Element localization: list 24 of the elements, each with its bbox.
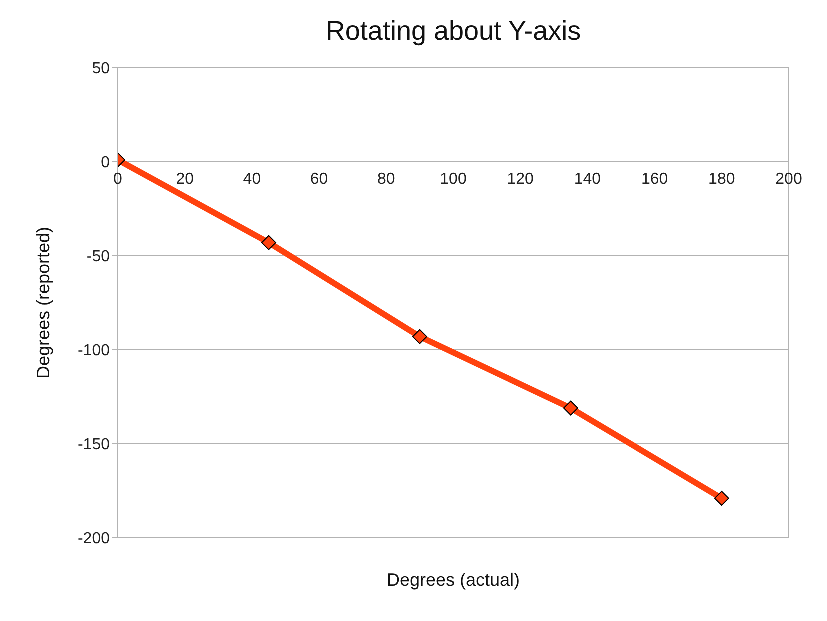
x-tick-label: 20 (176, 171, 194, 188)
point (412, 329, 428, 344)
y-tick-label: 0 (101, 154, 110, 172)
point (714, 491, 730, 506)
x-tick-label: 60 (310, 171, 328, 188)
x-tick-label: 0 (114, 171, 123, 188)
y-tick-label: -100 (78, 342, 110, 360)
y-axis-title: Degrees (reported) (33, 226, 54, 380)
x-tick-label: 40 (243, 171, 262, 188)
x-tick-label: 180 (708, 171, 736, 188)
x-tick-label: 100 (440, 171, 467, 188)
y-tick-label: -50 (86, 248, 110, 266)
x-axis-title: Degrees (actual) (386, 570, 520, 590)
x-tick-label: 120 (507, 171, 534, 188)
x-tick-label: 200 (776, 171, 802, 188)
y-tick-label: -150 (78, 436, 110, 454)
chart-title: Rotating about Y-axis (324, 16, 582, 47)
y-tick-label: -200 (78, 530, 110, 548)
x-tick-label: 80 (378, 171, 396, 188)
point (261, 235, 276, 250)
y-tick-label: 50 (92, 60, 110, 78)
point (563, 400, 578, 416)
x-tick-label: 140 (574, 171, 602, 188)
x-tick-label: 160 (641, 171, 668, 188)
